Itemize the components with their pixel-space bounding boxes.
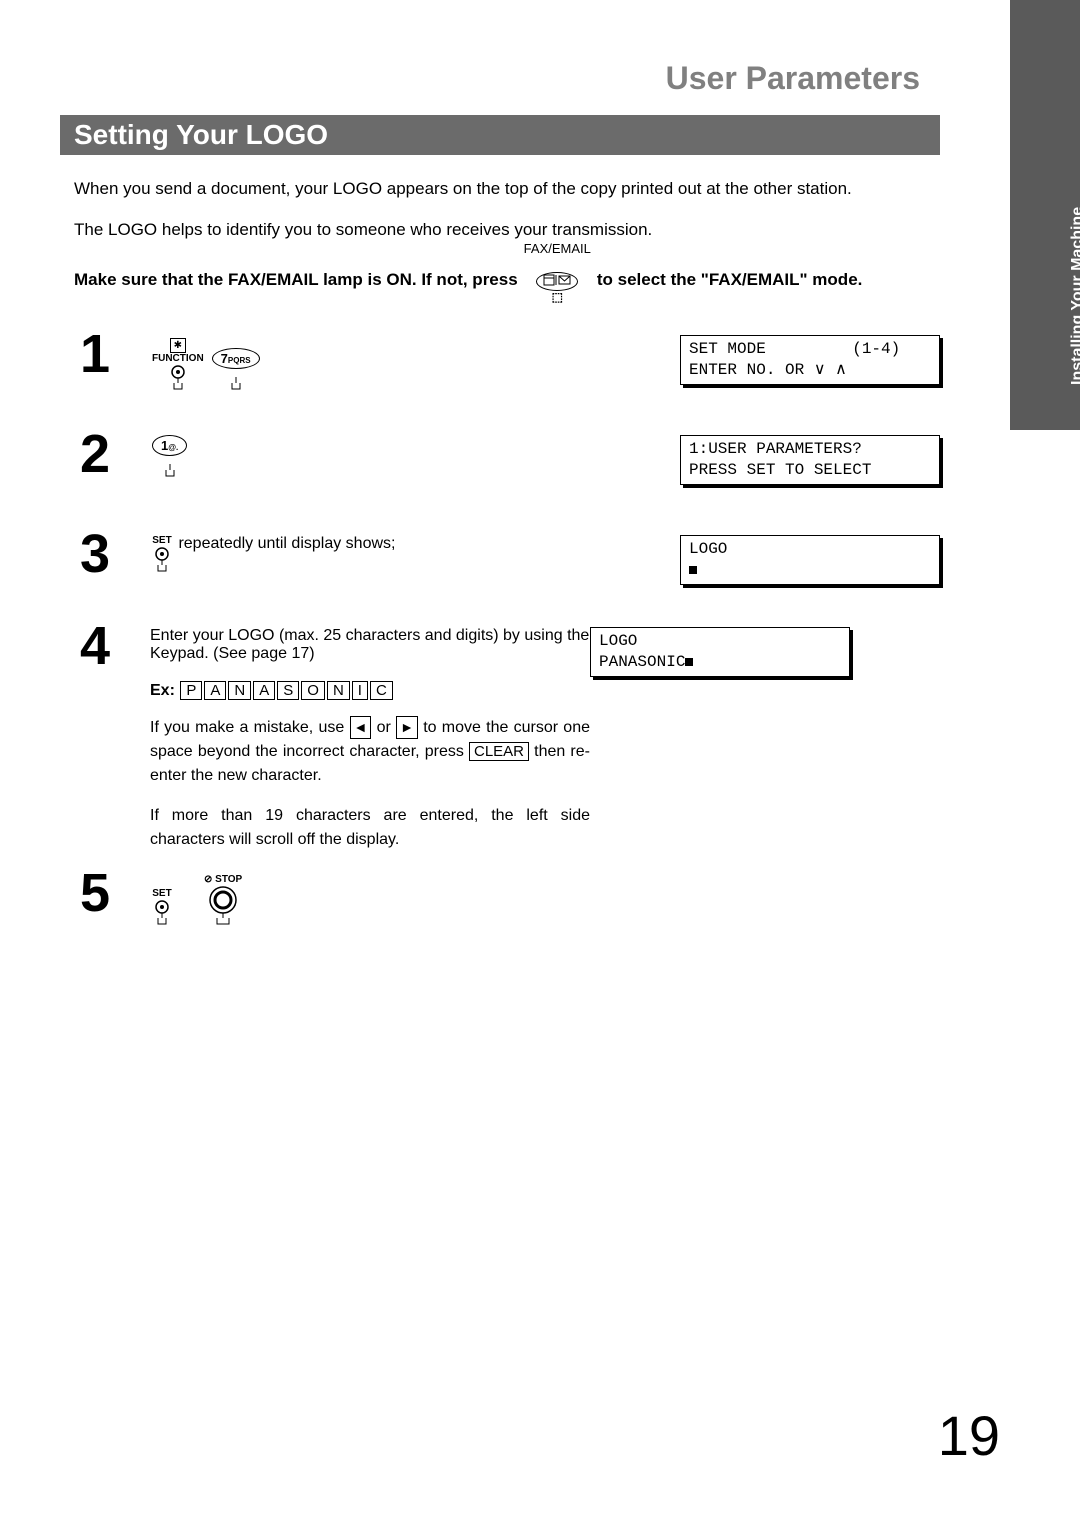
set-button-icon: SET <box>152 535 172 573</box>
keycap: I <box>352 681 368 700</box>
arrow-left-key: ◄ <box>350 716 372 739</box>
keycap: N <box>228 681 251 700</box>
mode-prefix: Make sure that the FAX/EMAIL lamp is ON.… <box>74 270 518 290</box>
mistake-paragraph: If you make a mistake, use ◄ or ► to mov… <box>150 716 590 788</box>
step-number: 2 <box>80 423 150 481</box>
intro-para-2: The LOGO helps to identify you to someon… <box>60 216 940 243</box>
step-5: 5 SET ⊘ STOP <box>80 862 940 952</box>
set-label: SET <box>152 535 171 546</box>
step-number: 5 <box>80 862 150 920</box>
step-body: SET ⊘ STOP <box>150 862 680 926</box>
cursor-icon <box>685 658 693 666</box>
button-group: SET ⊘ STOP <box>150 874 244 926</box>
lcd-display-3: LOGO <box>680 535 940 585</box>
scroll-paragraph: If more than 19 characters are entered, … <box>150 804 590 852</box>
ex-label: Ex: <box>150 682 175 699</box>
step-1: 1 ✱ FUNCTION 7PQRS SET MODE (1-4) ENTER <box>80 323 940 413</box>
keycap: S <box>277 681 299 700</box>
step-4: 4 Enter your LOGO (max. 25 characters an… <box>80 615 940 852</box>
keycap: A <box>204 681 226 700</box>
press-finger-icon <box>152 547 172 573</box>
lcd-display-4: LOGO PANASONIC <box>590 627 850 677</box>
press-finger-icon <box>168 365 188 391</box>
step-number: 3 <box>80 523 150 581</box>
steps-list: 1 ✱ FUNCTION 7PQRS SET MODE (1-4) ENTER <box>60 323 940 952</box>
stop-button <box>206 886 240 926</box>
press-cursor-icon: ⬚ <box>552 291 563 303</box>
keycap: C <box>370 681 393 700</box>
step-body: Enter your LOGO (max. 25 characters and … <box>150 615 590 852</box>
keycap: P <box>180 681 202 700</box>
mode-instruction: Make sure that the FAX/EMAIL lamp is ON.… <box>60 257 940 303</box>
one-button: 1@. <box>152 435 187 456</box>
display-column: LOGO PANASONIC <box>590 615 850 697</box>
fax-email-label: FAX/EMAIL <box>524 241 591 256</box>
set-label: SET <box>152 888 171 899</box>
step-body: ✱ FUNCTION 7PQRS <box>150 323 680 391</box>
seven-button-icon: 7PQRS <box>212 348 260 391</box>
step-3: 3 SET repeatedly until display shows; LO… <box>80 523 940 605</box>
step-2: 2 1@. 1:USER PARAMETERS? PRESS SET TO SE… <box>80 423 940 513</box>
section-heading: Setting Your LOGO <box>60 115 940 155</box>
keycap: N <box>327 681 350 700</box>
press-finger-icon <box>152 900 172 926</box>
keycap: A <box>253 681 275 700</box>
display-column: 1:USER PARAMETERS? PRESS SET TO SELECT <box>680 423 940 505</box>
display-column: LOGO <box>680 523 940 605</box>
one-button-icon: 1@. <box>152 435 187 478</box>
set-button-icon: SET <box>152 888 172 926</box>
mode-suffix: to select the "FAX/EMAIL" mode. <box>597 270 863 290</box>
press-finger-icon <box>226 369 246 391</box>
tab-line1: Installing Your Machine <box>1069 207 1080 385</box>
chapter-title: User Parameters <box>60 60 940 97</box>
seven-button: 7PQRS <box>212 348 260 369</box>
intro-para-1: When you send a document, your LOGO appe… <box>60 175 940 202</box>
step3-text: repeatedly until display shows; <box>178 535 395 552</box>
page-number: 19 <box>938 1403 1000 1468</box>
fax-email-button <box>536 272 578 291</box>
lcd-display-2: 1:USER PARAMETERS? PRESS SET TO SELECT <box>680 435 940 485</box>
button-group: ✱ FUNCTION 7PQRS <box>150 338 262 391</box>
step4-text: Enter your LOGO (max. 25 characters and … <box>150 627 589 662</box>
press-finger-icon <box>160 456 180 478</box>
function-label: FUNCTION <box>152 353 204 364</box>
stop-label: ⊘ STOP <box>204 874 242 885</box>
function-button-icon: ✱ FUNCTION <box>152 338 204 391</box>
page-content: User Parameters Setting Your LOGO When y… <box>60 60 940 962</box>
step-number: 4 <box>80 615 150 673</box>
clear-key: CLEAR <box>469 742 529 761</box>
cursor-icon <box>689 566 697 574</box>
step-body: 1@. <box>150 423 680 478</box>
fax-email-button-icon: FAX/EMAIL ⬚ <box>524 257 591 303</box>
example-row: Ex: PANASONIC <box>150 681 590 700</box>
function-box: ✱ <box>170 338 186 353</box>
stop-button-icon: ⊘ STOP <box>204 874 242 926</box>
step-number: 1 <box>80 323 150 381</box>
step-body: SET repeatedly until display shows; <box>150 523 680 573</box>
section-tab: Installing Your Machine <box>1068 215 1080 385</box>
lcd-display-1: SET MODE (1-4) ENTER NO. OR ∨ ∧ <box>680 335 940 385</box>
keycap: O <box>301 681 325 700</box>
display-column: SET MODE (1-4) ENTER NO. OR ∨ ∧ <box>680 323 940 405</box>
display-column <box>680 862 940 874</box>
arrow-right-key: ► <box>396 716 418 739</box>
